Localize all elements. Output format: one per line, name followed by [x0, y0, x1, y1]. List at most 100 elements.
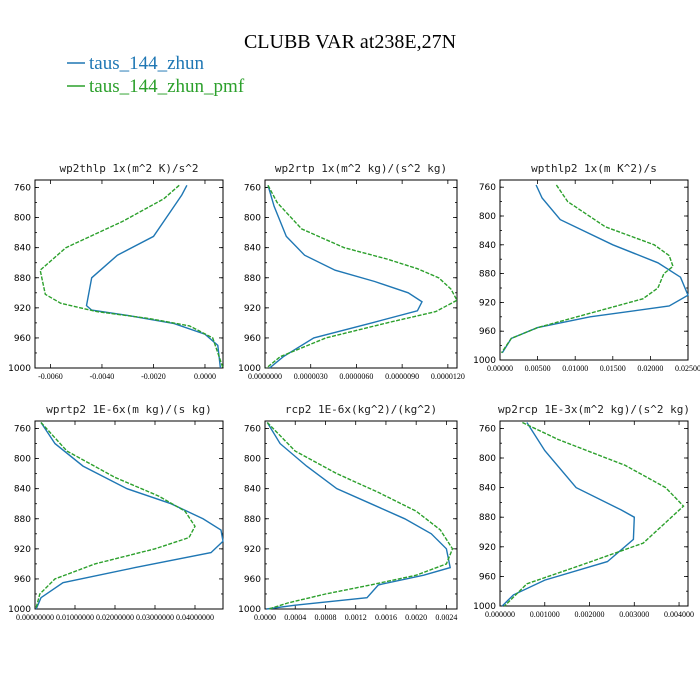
ytick-label: 1000 — [8, 364, 31, 374]
ytick-label: 760 — [14, 184, 31, 194]
ytick-label: 1000 — [473, 356, 496, 366]
ytick-label: 760 — [244, 184, 261, 194]
ytick-label: 1000 — [473, 602, 496, 612]
ytick-label: 1000 — [238, 605, 261, 615]
xtick-label: 0.02000000 — [96, 613, 134, 622]
xtick-label: 0.00000 — [487, 364, 513, 373]
series-line-taus-144-zhun — [266, 422, 452, 610]
ytick-label: 1000 — [8, 605, 31, 615]
xtick-label: 0.0000000 — [248, 372, 282, 381]
panel-title: rcp2 1E-6x(kg^2)/(kg^2) — [285, 403, 437, 416]
plot-frame — [264, 420, 458, 610]
series-line-taus-144-zhun-pmf — [504, 421, 685, 607]
legend-label-1: taus_144_zhun_pmf — [89, 76, 245, 97]
panel-title: wp2thlp 1x(m^2 K)/s^2 — [59, 162, 198, 175]
legend-label-0: taus_144_zhun — [89, 53, 205, 74]
series-line-taus-144-zhun-pmf — [500, 184, 674, 354]
xtick-label: 0.001000 — [530, 610, 560, 619]
series-line-taus-144-zhun — [267, 185, 423, 369]
panel-title: wp2rtp 1x(m^2 kg)/(s^2 kg) — [275, 162, 447, 175]
xtick-label: 0.0000120 — [431, 372, 465, 381]
xtick-label: 0.000000 — [485, 610, 515, 619]
xtick-label: 0.0004 — [284, 613, 306, 622]
xtick-label: -0.0020 — [141, 372, 166, 381]
xtick-label: -0.0040 — [90, 372, 115, 381]
xtick-label: 0.01000000 — [56, 613, 94, 622]
series-line-taus-144-zhun — [35, 422, 224, 610]
ytick-label: 920 — [479, 543, 496, 553]
series-line-taus-144-zhun — [501, 184, 689, 354]
ytick-label: 800 — [479, 212, 496, 222]
ytick-label: 760 — [479, 424, 496, 434]
ytick-label: 960 — [14, 575, 31, 585]
ytick-label: 760 — [479, 183, 496, 193]
ytick-label: 880 — [14, 274, 31, 284]
ytick-label: 800 — [479, 454, 496, 464]
xtick-label: 0.0012 — [345, 613, 367, 622]
panel-2: wpthlp2 1x(m K^2)/s 760 800 840 880 920 960 100… — [473, 162, 700, 373]
panel-title: wprtp2 1E-6x(m kg)/(s kg) — [46, 403, 212, 416]
xtick-label: 0.0008 — [314, 613, 336, 622]
ytick-label: 840 — [14, 244, 31, 254]
ytick-label: 960 — [14, 334, 31, 344]
panel-5: wp2rcp 1E-3x(m^2 kg)/(s^2 kg)760 800 840 88… — [473, 403, 694, 619]
xtick-label: 0.01500 — [600, 364, 626, 373]
xtick-label: 0.0020 — [405, 613, 427, 622]
ytick-label: 760 — [14, 425, 31, 435]
ytick-label: 800 — [244, 214, 261, 224]
ytick-label: 840 — [479, 241, 496, 251]
series-line-taus-144-zhun-pmf — [35, 422, 196, 610]
ytick-label: 840 — [14, 485, 31, 495]
legend: taus_144_zhun taus_144_zhun_pmf — [67, 53, 245, 97]
series-line-taus-144-zhun — [501, 422, 636, 607]
ytick-label: 880 — [14, 515, 31, 525]
ytick-label: 800 — [14, 455, 31, 465]
xtick-label: 0.02500 — [675, 364, 700, 373]
plot-frame — [499, 420, 689, 607]
xtick-label: 0.004000 — [664, 610, 694, 619]
ytick-label: 920 — [14, 545, 31, 555]
series-line-taus-144-zhun — [85, 184, 222, 369]
panel-3: wprtp2 1E-6x(m kg)/(s kg) 760 800 840 880 920… — [8, 403, 224, 622]
xtick-label: 0.02000 — [637, 364, 663, 373]
xtick-label: -0.0060 — [38, 372, 63, 381]
panel-0: wp2thlp 1x(m^2 K)/s^2 760 800 840 880 920 960 1… — [8, 162, 224, 381]
ytick-label: 880 — [244, 274, 261, 284]
ytick-label: 880 — [244, 515, 261, 525]
xtick-label: 0.0016 — [375, 613, 397, 622]
ytick-label: 920 — [479, 298, 496, 308]
xtick-label: 0.03000000 — [136, 613, 174, 622]
xtick-label: 0.0024 — [435, 613, 457, 622]
plot-frame — [499, 179, 689, 361]
plot-frame — [264, 179, 458, 369]
ytick-label: 920 — [244, 545, 261, 555]
ytick-label: 800 — [14, 214, 31, 224]
xtick-label: 0.0000060 — [339, 372, 373, 381]
plot-frame — [34, 420, 224, 610]
xtick-label: 0.0000090 — [385, 372, 419, 381]
panel-title: wpthlp2 1x(m K^2)/s — [531, 162, 657, 175]
ytick-label: 920 — [244, 304, 261, 314]
xtick-label: 0.00500 — [525, 364, 551, 373]
ytick-label: 760 — [244, 425, 261, 435]
ytick-label: 840 — [244, 485, 261, 495]
plot-frame — [34, 179, 224, 369]
ytick-label: 840 — [479, 484, 496, 494]
ytick-label: 800 — [244, 455, 261, 465]
ytick-label: 960 — [244, 334, 261, 344]
ytick-label: 880 — [479, 270, 496, 280]
xtick-label: 0.0000 — [194, 372, 216, 381]
panel-4: rcp2 1E-6x(kg^2)/(kg^2) 760 800 840 880 920 96… — [238, 403, 458, 622]
xtick-label: 0.002000 — [575, 610, 605, 619]
figure-title: CLUBB VAR at238E,27N — [244, 31, 456, 53]
panel-title: wp2rcp 1E-3x(m^2 kg)/(s^2 kg) — [498, 403, 690, 416]
ytick-label: 840 — [244, 244, 261, 254]
ytick-label: 920 — [14, 304, 31, 314]
xtick-label: 0.003000 — [619, 610, 649, 619]
xtick-label: 0.04000000 — [176, 613, 214, 622]
ytick-label: 880 — [479, 513, 496, 523]
xtick-label: 0.0000 — [254, 613, 276, 622]
ytick-label: 960 — [479, 327, 496, 337]
series-line-taus-144-zhun-pmf — [266, 184, 458, 369]
